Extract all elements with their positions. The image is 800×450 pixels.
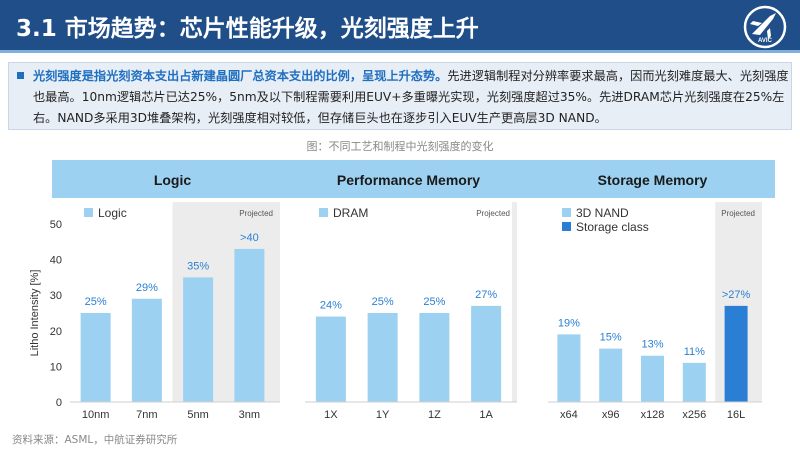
- data-label: 35%: [187, 260, 209, 272]
- x-tick-label: 1Y: [376, 409, 390, 421]
- panel-title: Logic: [154, 172, 192, 188]
- bar-1A: [471, 305, 502, 402]
- figure-caption: 图：不同工艺和制程中光刻强度的变化: [306, 140, 494, 153]
- y-axis-label: Litho Intensity [%]: [29, 270, 41, 357]
- bullet-square-icon: [17, 72, 24, 79]
- bar-1Z: [419, 313, 450, 402]
- bar-5nm: [183, 277, 214, 402]
- data-label: 27%: [475, 289, 497, 301]
- y-tick-label: 30: [50, 290, 62, 302]
- x-tick-label: 1Z: [428, 409, 441, 421]
- summary-text: 光刻强度是指光刻资本支出占新建晶圆厂总资本支出的比例，呈现上升态势。先进逻辑制程…: [33, 66, 789, 129]
- summary-box: 光刻强度是指光刻资本支出占新建晶圆厂总资本支出的比例，呈现上升态势。先进逻辑制程…: [8, 62, 792, 130]
- legend-swatch: [562, 208, 571, 217]
- x-tick-label: 5nm: [187, 409, 208, 421]
- x-tick-label: 10nm: [82, 409, 110, 421]
- data-label: 29%: [136, 282, 158, 294]
- x-tick-label: x64: [560, 409, 578, 421]
- page-title: 3.1 市场趋势：芯片性能升级，光刻强度上升: [16, 16, 479, 42]
- bar-x256: [682, 362, 706, 402]
- data-label: 19%: [558, 317, 580, 329]
- x-tick-label: 1X: [324, 409, 338, 421]
- logo-text: AVIC: [758, 38, 773, 44]
- bar-x96: [599, 348, 623, 402]
- avic-logo: AVIC: [743, 5, 787, 49]
- legend-label: Storage class: [576, 220, 649, 234]
- panel-header-2: [287, 160, 530, 198]
- y-tick-label: 0: [56, 397, 62, 409]
- x-tick-label: x256: [682, 409, 706, 421]
- panel-title: Storage Memory: [598, 172, 708, 188]
- x-tick-label: x128: [641, 409, 665, 421]
- header-bar: 3.1 市场趋势：芯片性能升级，光刻强度上升 AVIC: [0, 0, 800, 50]
- logo-ring: [743, 5, 787, 49]
- data-label: 15%: [600, 332, 622, 344]
- bar-7nm: [131, 298, 162, 402]
- data-label: 25%: [372, 296, 394, 308]
- x-tick-label: 3nm: [239, 409, 260, 421]
- bar-3nm: [234, 248, 265, 402]
- data-label: 13%: [641, 339, 663, 351]
- y-tick-label: 20: [50, 326, 62, 338]
- legend-swatch: [562, 222, 571, 231]
- panel-title: Performance Memory: [337, 172, 480, 188]
- x-tick-label: 16L: [727, 409, 745, 421]
- source-note: 资料来源：ASML，中航证券研究所: [12, 434, 178, 446]
- data-label: >40: [240, 232, 259, 244]
- y-tick-label: 40: [50, 255, 62, 267]
- projected-label: Projected: [239, 209, 273, 218]
- data-label: 25%: [423, 296, 445, 308]
- legend-label: 3D NAND: [576, 206, 629, 220]
- data-label: 25%: [85, 296, 107, 308]
- projected-region: [512, 202, 517, 402]
- logo-plane-icon: [750, 13, 776, 39]
- litho-intensity-chart: Litho Intensity [%] 0 10 20 30 40 50 Logic Proje…: [29, 160, 775, 421]
- bar-x128: [641, 355, 664, 402]
- legend-swatch: [319, 208, 328, 217]
- data-label: 11%: [684, 346, 705, 358]
- data-label: 24%: [320, 300, 342, 312]
- bar-10nm: [80, 313, 111, 402]
- data-label: >27%: [722, 289, 751, 301]
- x-tick-label: 1A: [479, 409, 493, 421]
- bar-x64: [557, 334, 581, 402]
- y-tick-label: 50: [50, 219, 62, 231]
- summary-highlight: 光刻强度是指光刻资本支出占新建晶圆厂总资本支出的比例，呈现上升态势。: [33, 69, 448, 83]
- bar-1X: [315, 316, 346, 402]
- bar-1Y: [367, 313, 398, 402]
- panel-header-1: [52, 160, 293, 198]
- legend-label: Logic: [98, 206, 127, 220]
- panel-header-3: [530, 160, 775, 198]
- bar-16L: [724, 305, 748, 402]
- projected-label: Projected: [721, 209, 755, 218]
- x-tick-label: 7nm: [136, 409, 157, 421]
- x-tick-label: x96: [602, 409, 620, 421]
- y-tick-label: 10: [50, 361, 62, 373]
- header-rule: [0, 50, 800, 53]
- summary-body: 先进逻辑制程对分辨率要求最高，因而光刻难度最大、光刻强度也最高。10nm逻辑芯片…: [33, 69, 789, 125]
- legend-label: DRAM: [333, 206, 368, 220]
- projected-label: Projected: [476, 209, 510, 218]
- legend-swatch: [84, 208, 93, 217]
